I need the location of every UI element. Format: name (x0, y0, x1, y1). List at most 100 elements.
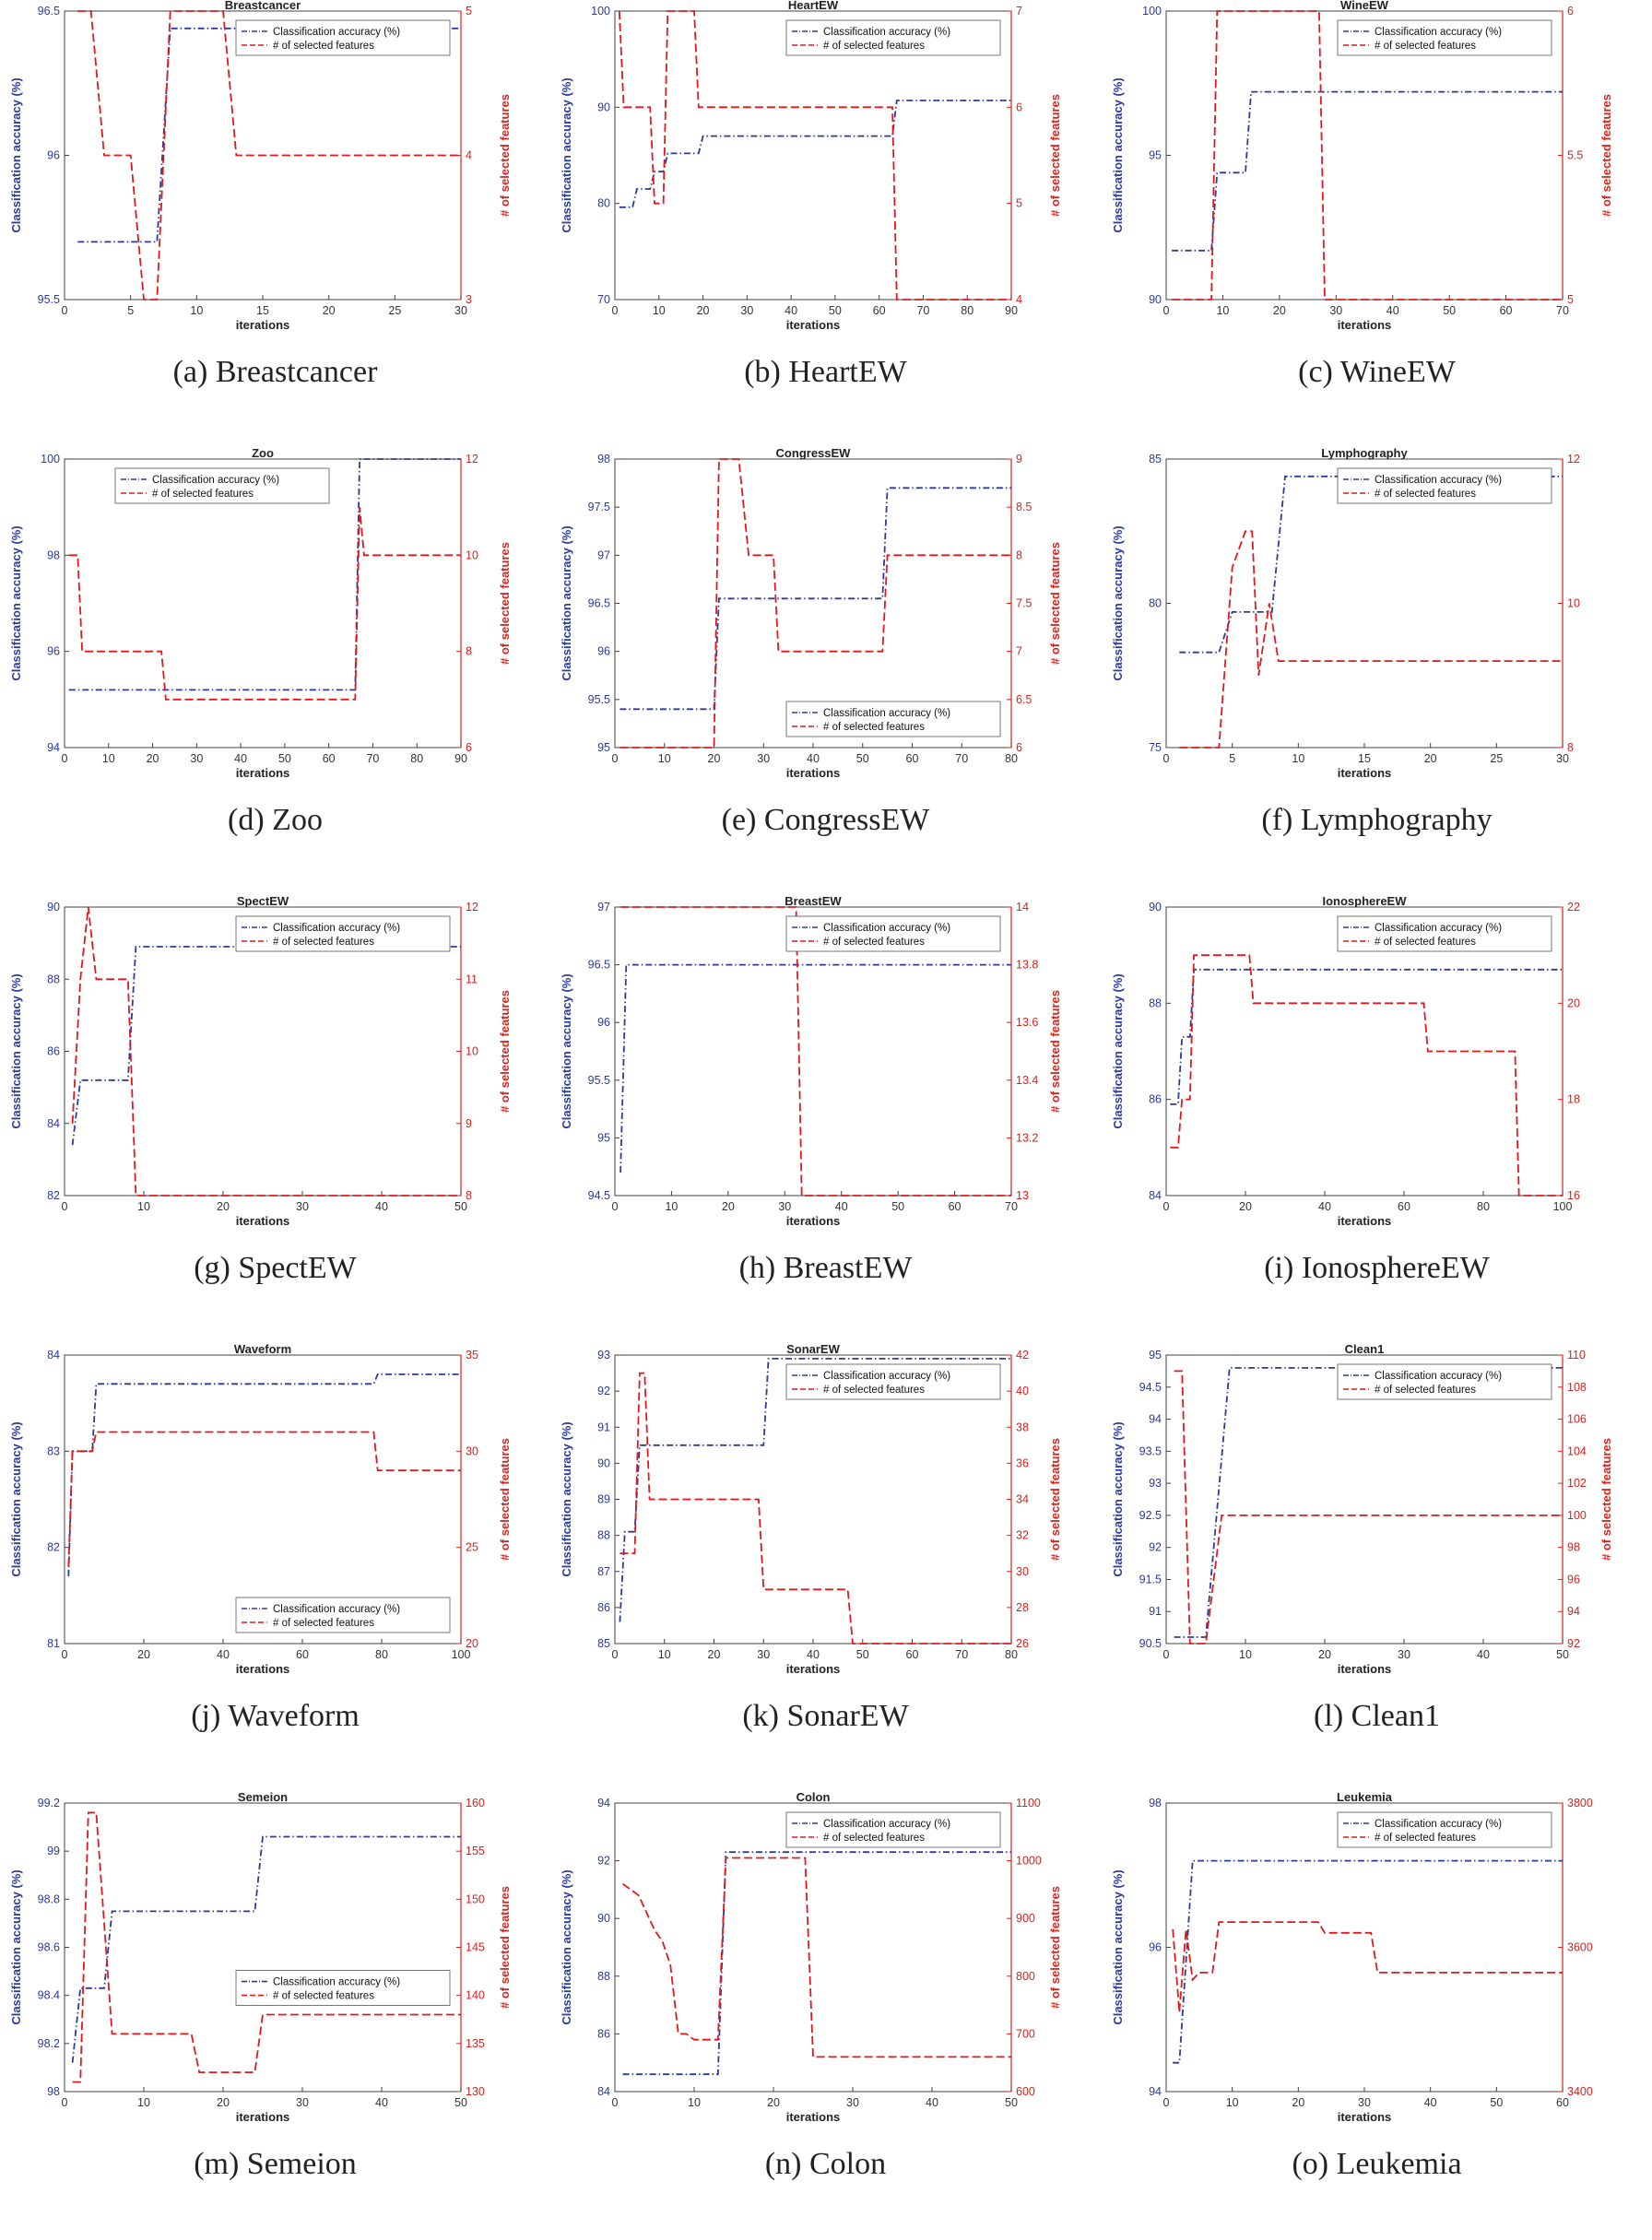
chart-title: CongressEW (776, 446, 852, 460)
y-right-axis-label: # of selected features (1048, 1886, 1062, 2009)
y-right-tick-label: 8 (1567, 741, 1574, 754)
legend-label: Classification accuracy (%) (1375, 475, 1502, 486)
y-left-tick-label: 98 (1149, 1797, 1162, 1810)
x-tick-label: 40 (1318, 1200, 1331, 1213)
legend: Classification accuracy (%) # of selected… (235, 915, 451, 952)
y-right-tick-label: 8 (466, 645, 472, 658)
x-tick-label: 30 (454, 304, 467, 317)
legend-box (785, 19, 1001, 56)
x-tick-label: 20 (323, 304, 336, 317)
y-right-tick-label: 6.5 (1016, 693, 1032, 706)
x-tick-label: 70 (1556, 304, 1569, 317)
x-tick-label: 90 (1005, 304, 1018, 317)
y-left-tick-label: 90 (1149, 293, 1162, 306)
y-right-tick-label: 13.8 (1016, 959, 1038, 972)
chart-panel: WineEW 0 10 20 30 40 50 60 70 90 95 100 5 5.5 6 iterati… (1102, 0, 1652, 448)
y-left-tick-label: 90 (597, 1456, 610, 1469)
x-axis-label: iterations (1338, 1214, 1392, 1228)
legend-label: Classification accuracy (%) (823, 708, 950, 719)
x-tick-label: 50 (454, 1200, 467, 1213)
y-right-tick-label: 145 (466, 1941, 485, 1954)
accuracy-series-line (620, 487, 1011, 711)
legend-label: Classification accuracy (%) (152, 475, 279, 486)
legend-label: Classification accuracy (%) (823, 27, 950, 38)
y-left-tick-label: 90.5 (1139, 1637, 1162, 1650)
y-left-tick-label: 82 (47, 1189, 60, 1202)
x-axis-label: iterations (1338, 1662, 1392, 1676)
y-right-tick-label: 900 (1016, 1912, 1035, 1925)
x-axis-label: iterations (1338, 2110, 1392, 2124)
x-tick-label: 10 (658, 752, 671, 765)
y-left-tick-label: 95 (1149, 1349, 1162, 1362)
legend: Classification accuracy (%) # of selected… (1337, 467, 1552, 504)
y-right-axis-label: # of selected features (498, 1438, 512, 1561)
x-tick-label: 0 (1163, 1648, 1170, 1661)
chart-svg: Zoo 0 10 20 30 40 50 60 70 80 90 94 96 98 100 6 8 10 12 ite… (9, 446, 512, 780)
chart-title: IonosphereEW (1322, 894, 1407, 908)
legend: Classification accuracy (%) # of selected… (235, 19, 451, 56)
y-right-axis-label: # of selected features (498, 1886, 512, 2009)
x-tick-label: 5 (127, 304, 134, 317)
y-left-tick-label: 99.2 (38, 1797, 60, 1810)
y-left-tick-label: 93.5 (1139, 1444, 1162, 1457)
legend-box (1337, 1363, 1552, 1400)
y-left-tick-label: 94.5 (588, 1189, 610, 1202)
x-tick-label: 50 (829, 304, 842, 317)
y-left-tick-label: 100 (591, 5, 610, 18)
y-left-axis-label: Classification accuracy (%) (560, 973, 573, 1128)
y-right-tick-label: 8 (466, 1189, 472, 1202)
y-left-axis-label: Classification accuracy (%) (1111, 77, 1125, 232)
legend-label: Classification accuracy (%) (1375, 27, 1502, 38)
y-right-tick-label: 5 (1567, 293, 1574, 306)
y-right-axis-label: # of selected features (1048, 94, 1062, 217)
x-tick-label: 70 (1005, 1200, 1018, 1213)
legend: Classification accuracy (%) # of selected… (114, 467, 330, 504)
y-right-axis-label: # of selected features (498, 542, 512, 665)
x-tick-label: 20 (147, 752, 159, 765)
legend: Classification accuracy (%) # of selected… (785, 1363, 1001, 1400)
y-left-tick-label: 90 (597, 1912, 610, 1925)
y-left-tick-label: 97 (597, 548, 610, 561)
legend-box (1337, 915, 1552, 952)
x-tick-label: 50 (1443, 304, 1456, 317)
y-left-tick-label: 82 (47, 1541, 60, 1554)
x-tick-label: 50 (1005, 2096, 1018, 2109)
y-right-tick-label: 5 (1016, 197, 1022, 210)
y-left-axis-label: Classification accuracy (%) (1111, 973, 1125, 1128)
chart-svg: Lymphography 0 5 10 15 20 25 30 75 80 85 8 10 12 itera… (1111, 446, 1580, 780)
legend-label: # of selected features (152, 489, 254, 500)
legend-label: # of selected features (823, 722, 925, 733)
y-right-tick-label: 155 (466, 1845, 485, 1857)
x-axis-label: iterations (786, 318, 841, 332)
legend-label: # of selected features (1375, 1833, 1476, 1844)
x-tick-label: 30 (757, 752, 770, 765)
legend-label: Classification accuracy (%) (273, 923, 400, 934)
x-tick-label: 50 (856, 752, 869, 765)
legend-box (235, 1597, 451, 1633)
legend-box (235, 19, 451, 56)
legend-label: # of selected features (823, 41, 925, 52)
subfigure-caption: (l) Clean1 (1314, 1699, 1440, 1733)
accuracy-series-line (619, 1357, 1011, 1622)
y-right-tick-label: 13.2 (1016, 1131, 1038, 1144)
x-tick-label: 0 (62, 2096, 68, 2109)
y-left-axis-label: Classification accuracy (%) (560, 77, 573, 232)
y-left-tick-label: 99 (47, 1845, 60, 1857)
y-right-tick-label: 106 (1567, 1413, 1587, 1426)
accuracy-series-line (1179, 475, 1563, 654)
y-right-tick-label: 600 (1016, 2085, 1035, 2098)
chart-svg: Waveform 0 20 40 60 80 100 81 82 83 84 20 25 30 35 iter… (9, 1342, 512, 1676)
y-left-tick-label: 98 (47, 2085, 60, 2098)
y-left-tick-label: 100 (1142, 5, 1162, 18)
x-tick-label: 0 (62, 1200, 68, 1213)
subfigure-caption: (n) Colon (764, 2147, 887, 2181)
y-left-tick-label: 98 (47, 548, 60, 561)
chart-svg: Leukemia 0 10 20 30 40 50 60 94 96 98 3400 3600 3800 i… (1111, 1790, 1593, 2124)
y-right-tick-label: 135 (466, 2037, 485, 2050)
legend-box (114, 467, 330, 504)
x-tick-label: 100 (452, 1648, 471, 1661)
chart-panel: Breastcancer 0 5 10 15 20 25 30 95.5 96 96.5 3 4 5 ite… (0, 0, 550, 448)
x-axis-label: iterations (786, 1214, 841, 1228)
x-tick-label: 30 (296, 1200, 309, 1213)
